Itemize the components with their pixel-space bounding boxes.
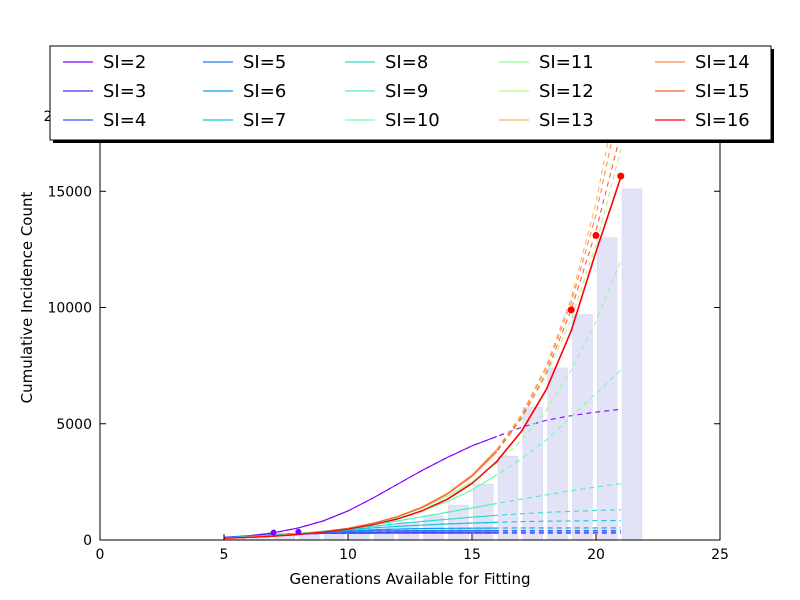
y-tick-label: 0 xyxy=(83,533,92,549)
fitted-markers xyxy=(270,172,625,536)
incidence-bar xyxy=(472,483,494,540)
legend-label: SI=16 xyxy=(695,110,750,131)
x-tick-label: 25 xyxy=(711,547,729,563)
incidence-bar xyxy=(547,367,568,540)
legend-label: SI=7 xyxy=(243,110,286,131)
incidence-bar xyxy=(522,407,543,540)
data-point xyxy=(592,231,600,239)
incidence-bar xyxy=(621,188,643,540)
x-tick-label: 5 xyxy=(220,547,229,563)
y-tick-label: 5000 xyxy=(56,417,92,433)
x-tick-label: 15 xyxy=(463,547,481,563)
legend: SI=2 SI=3 SI=4 SI=5 SI=6 SI=7 SI=8 SI=9 SI=10 SI=… xyxy=(49,45,774,143)
data-point xyxy=(270,529,277,536)
legend-label: SI=6 xyxy=(243,81,286,102)
legend-label: SI=12 xyxy=(539,81,594,102)
incidence-bar xyxy=(448,504,469,540)
legend-label: SI=10 xyxy=(385,110,440,131)
legend-label: SI=4 xyxy=(103,110,146,131)
incidence-bar xyxy=(572,314,593,540)
incidence-bar xyxy=(596,237,618,540)
incidence-bar xyxy=(299,533,320,540)
legend-label: SI=14 xyxy=(695,52,750,73)
x-axis: 0 5 10 15 20 25 xyxy=(96,75,729,563)
series-fit-segment xyxy=(223,436,497,539)
data-point xyxy=(617,172,625,180)
legend-label: SI=3 xyxy=(103,81,146,102)
legend-label: SI=11 xyxy=(539,52,594,73)
incidence-bars xyxy=(224,188,643,540)
incidence-bar xyxy=(423,515,444,540)
x-axis-title: Generations Available for Fitting xyxy=(290,570,531,588)
legend-box xyxy=(49,45,772,141)
x-tick-label: 20 xyxy=(587,547,605,563)
legend-label: SI=8 xyxy=(385,52,428,73)
data-point xyxy=(567,306,575,314)
y-axis-title: Cumulative Incidence Count xyxy=(18,191,36,403)
y-tick-label: 10000 xyxy=(47,301,92,317)
legend-label: SI=13 xyxy=(539,110,594,131)
series-fit-segment xyxy=(223,461,498,539)
legend-label: SI=9 xyxy=(385,81,428,102)
legend-label: SI=15 xyxy=(695,81,750,102)
y-axis: 0 5000 10000 15000 2 xyxy=(44,109,720,549)
y-tick-label: 2 xyxy=(44,109,53,125)
x-tick-label: 0 xyxy=(96,547,105,563)
legend-label: SI=5 xyxy=(243,52,286,73)
legend-label: SI=2 xyxy=(103,52,146,73)
fitted-series xyxy=(223,75,622,539)
x-tick-label: 10 xyxy=(339,547,357,563)
data-point xyxy=(295,528,302,535)
y-tick-label: 15000 xyxy=(47,184,92,200)
